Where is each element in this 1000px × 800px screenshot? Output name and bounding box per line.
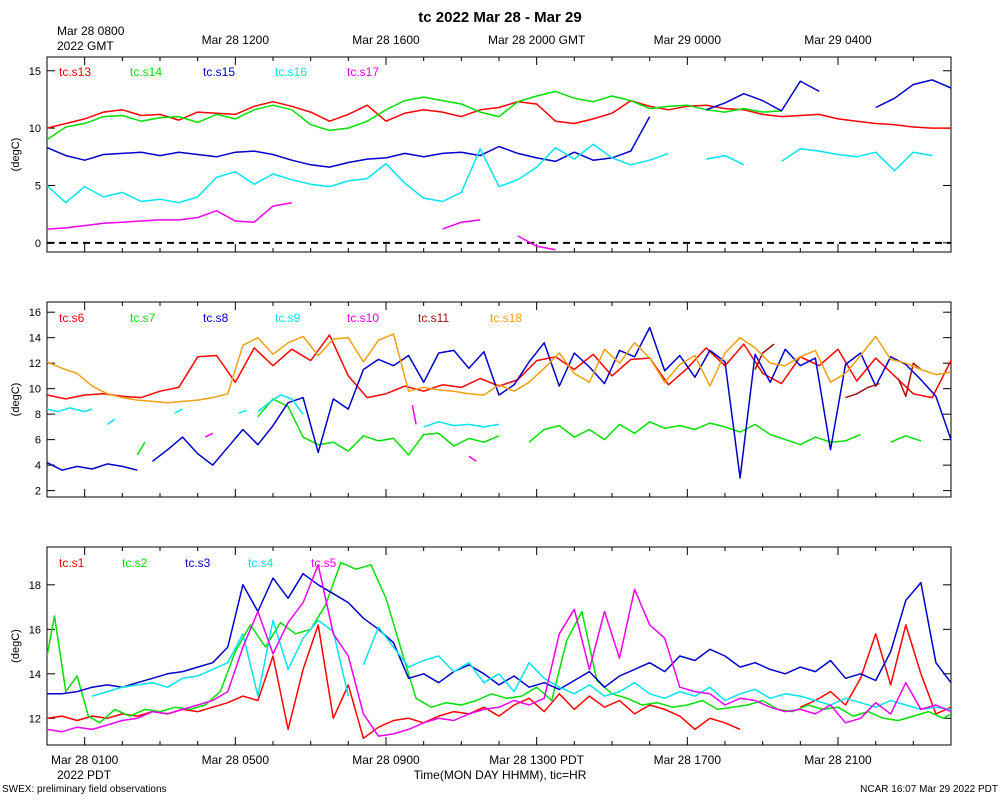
- top-axis-start-label: Mar 28 0800: [57, 24, 125, 38]
- legend-tc-s7: tc.s7: [130, 311, 156, 325]
- legend-tc-s17: tc.s17: [347, 65, 379, 79]
- series-line-tc-s8: [47, 326, 951, 479]
- legend-tc-s13: tc.s13: [59, 65, 91, 79]
- bottom-axis-tick-label: Mar 28 1300 PDT: [489, 753, 584, 767]
- y-tick-label: 8: [35, 409, 41, 421]
- y-tick-label: 0: [35, 238, 41, 250]
- legend-tc-s8: tc.s8: [203, 311, 229, 325]
- bottom-axis-tick-label: Mar 28 0100: [51, 753, 119, 767]
- y-tick-label: 14: [29, 333, 41, 345]
- legend-tc-s3: tc.s3: [185, 556, 211, 570]
- top-axis-tick-label: Mar 28 2000 GMT: [488, 33, 586, 47]
- series-line-tc-s14: [47, 90, 782, 141]
- series-line-tc-s16: [47, 143, 933, 204]
- y-tick-label: 10: [29, 123, 41, 135]
- series-line-tc-s7: [137, 399, 951, 455]
- top-axis-tick-label: Mar 28 1200: [202, 33, 270, 47]
- y-tick-label: 12: [29, 713, 41, 725]
- legend-tc-s18: tc.s18: [490, 311, 522, 325]
- legend-tc-s2: tc.s2: [122, 556, 148, 570]
- legend-tc-s1: tc.s1: [59, 556, 85, 570]
- y-axis-label: (degC): [10, 629, 22, 663]
- y-tick-label: 15: [29, 66, 41, 78]
- series-group: [47, 561, 951, 740]
- y-tick-label: 16: [29, 624, 41, 636]
- y-axis-label: (degC): [10, 383, 22, 417]
- legend-tc-s4: tc.s4: [248, 556, 274, 570]
- plot-frame: [46, 56, 952, 253]
- footer-right: NCAR 16:07 Mar 29 2022 PDT: [860, 784, 998, 795]
- y-tick-label: 2: [35, 486, 41, 498]
- plot-frame: [46, 301, 952, 498]
- series-line-tc-s1: [47, 624, 951, 740]
- panel-bot: 12 14 16 18 (degC) tc.s1 tc.s2 tc.s3 tc.s4 tc.s5: [10, 546, 952, 746]
- series-line-tc-s13: [47, 99, 951, 129]
- y-tick-label: 14: [29, 669, 41, 681]
- series-line-tc-s17: [47, 201, 556, 251]
- top-axis-tick-label: Mar 28 1600: [352, 33, 420, 47]
- series-line-tc-s10: [204, 405, 477, 462]
- footer-left: SWEX: preliminary field observations: [2, 784, 167, 795]
- y-tick-label: 6: [35, 435, 41, 447]
- legend-tc-s9: tc.s9: [275, 311, 301, 325]
- y-tick-label: 12: [29, 358, 41, 370]
- series-line-tc-s3: [47, 572, 951, 695]
- legend-tc-s10: tc.s10: [347, 311, 379, 325]
- legend-tc-s15: tc.s15: [203, 65, 235, 79]
- y-tick-label: 5: [35, 180, 41, 192]
- series-line-tc-s6: [47, 334, 951, 400]
- top-axis-tick-label: Mar 29 0000: [654, 33, 722, 47]
- top-axis-labels: Mar 28 1200 Mar 28 1600 Mar 28 2000 GMT Mar…: [202, 33, 872, 47]
- y-tick-label: 4: [35, 460, 41, 472]
- bottom-axis-tick-label: Mar 28 1700: [654, 753, 722, 767]
- y-tick-label: 10: [29, 384, 41, 396]
- y-tick-label: 16: [29, 307, 41, 319]
- series-group: [47, 79, 951, 251]
- legend-tc-s14: tc.s14: [130, 65, 162, 79]
- legend-tc-s16: tc.s16: [275, 65, 307, 79]
- legend-tc-s11: tc.s11: [418, 311, 449, 325]
- series-line-tc-s5: [47, 564, 951, 737]
- series-line-tc-s18: [47, 333, 951, 404]
- series-line-tc-s2: [47, 561, 951, 724]
- bottom-axis-year-label: 2022 PDT: [57, 768, 112, 782]
- legend-tc-s6: tc.s6: [59, 311, 85, 325]
- bottom-axis-tick-label: Mar 28 2100: [804, 753, 872, 767]
- y-axis-label: (degC): [10, 138, 22, 172]
- top-axis-year-label: 2022 GMT: [57, 39, 114, 53]
- x-axis-title: Time(MON DAY HHMM), tic=HR: [414, 768, 587, 782]
- series-line-tc-s15: [47, 79, 951, 168]
- top-axis-tick-label: Mar 29 0400: [804, 33, 872, 47]
- panel-top: 0 5 10 15 (degC) tc.s13 tc.s14 tc.s15 tc.s16 tc.s…: [10, 56, 952, 253]
- bottom-axis-labels: Mar 28 0100 Mar 28 0500 Mar 28 0900 Mar 28 …: [51, 753, 872, 767]
- series-line-tc-s11: [754, 343, 922, 399]
- bottom-axis-tick-label: Mar 28 0900: [352, 753, 420, 767]
- series-line-tc-s4: [91, 619, 951, 711]
- legend-tc-s5: tc.s5: [311, 556, 337, 570]
- series-line-tc-s9: [47, 394, 500, 428]
- panel-mid: 2 4 6 8 10 12 14 16 (degC) tc.s6 tc.s7 tc.s8 tc.s9 tc…: [10, 301, 952, 498]
- bottom-axis-tick-label: Mar 28 0500: [202, 753, 270, 767]
- y-tick-label: 18: [29, 580, 41, 592]
- figure-title: tc 2022 Mar 28 - Mar 29: [418, 9, 581, 26]
- series-group: [47, 326, 951, 479]
